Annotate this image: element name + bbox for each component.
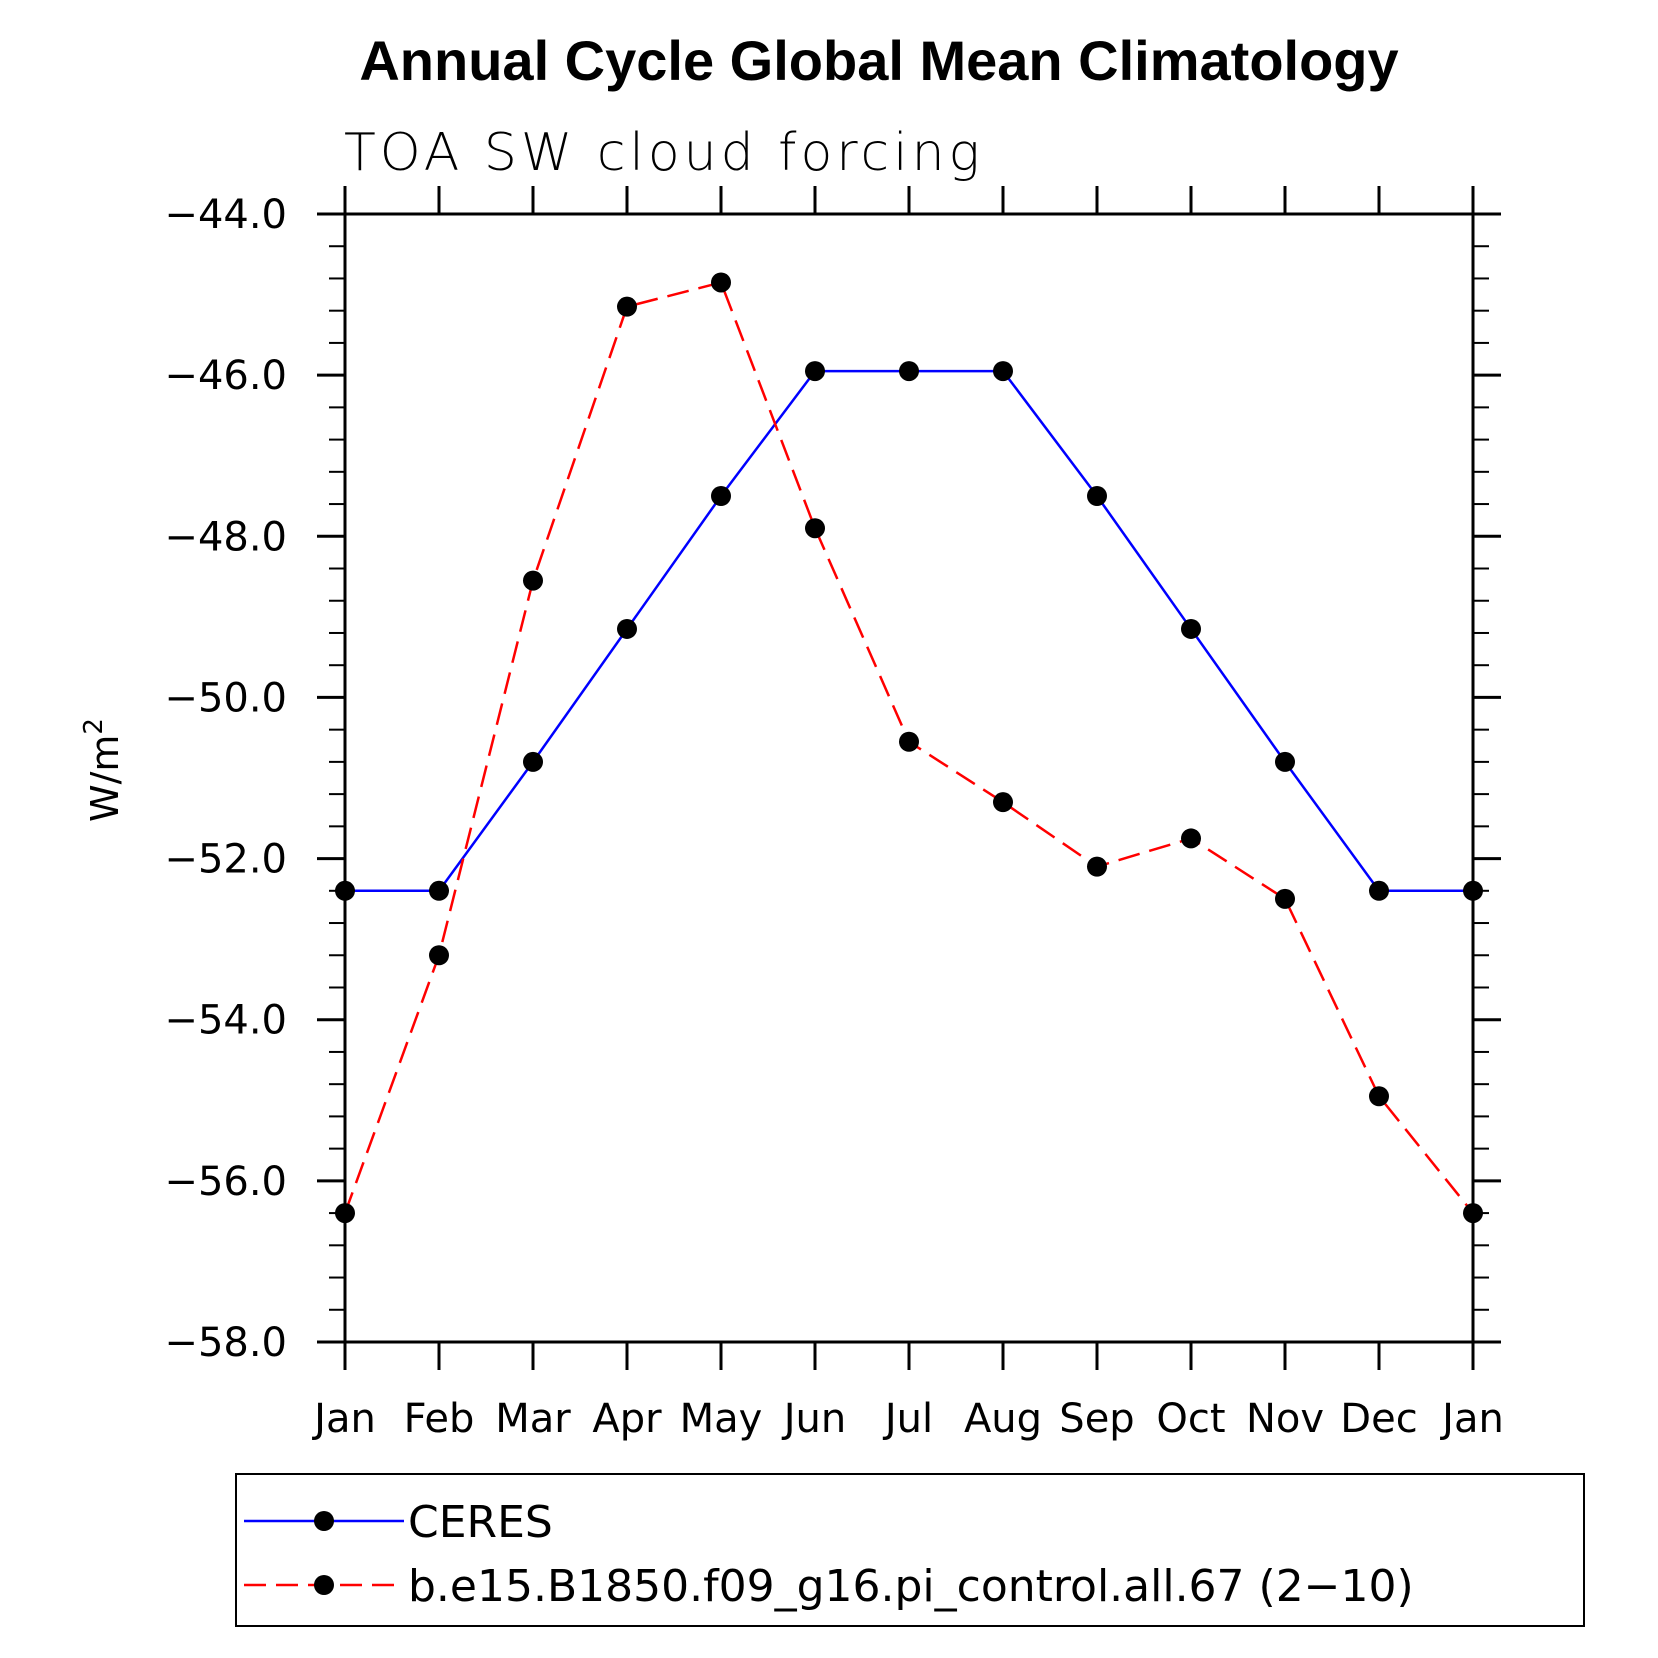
series-point (993, 361, 1013, 382)
legend-marker (314, 1511, 334, 1531)
x-axis-ticks: Jan Feb Mar Apr May Jun Jul Aug Sep Oct Nov Dec Jan (311, 186, 1504, 1442)
series-point (1463, 1203, 1483, 1224)
x-tick-label: Nov (1246, 1396, 1324, 1442)
chart-subtitle: TOA SW cloud forcing (344, 123, 984, 183)
series-point (523, 751, 543, 772)
series-point (1087, 856, 1107, 877)
x-tick-label: Sep (1059, 1396, 1134, 1442)
series-point (1275, 888, 1295, 909)
chart-title: Annual Cycle Global Mean Climatology (359, 29, 1398, 92)
x-tick-label: Jan (1439, 1396, 1504, 1442)
y-tick-label: −54.0 (164, 998, 287, 1044)
series-point (711, 486, 731, 506)
legend-label: b.e15.B1850.f09_g16.pi_control.all.67 (2… (408, 1561, 1414, 1612)
series-point (617, 296, 637, 317)
series-point (1463, 880, 1483, 901)
series-point (899, 731, 919, 752)
y-tick-label: −50.0 (164, 675, 287, 721)
x-tick-label: Feb (404, 1396, 475, 1442)
x-tick-label: Oct (1156, 1396, 1225, 1442)
y-tick-label: −58.0 (164, 1320, 287, 1366)
series-point (429, 945, 449, 966)
series-2 (335, 272, 1483, 1224)
series-point (1369, 1086, 1389, 1107)
series-point (993, 792, 1013, 813)
legend: CERES b.e15.B1850.f09_g16.pi_control.all.… (235, 1473, 1585, 1627)
y-tick-label: −44.0 (164, 192, 287, 238)
series-point (805, 361, 825, 382)
series-point (1087, 486, 1107, 506)
series-point (1275, 751, 1295, 772)
plot-frame (343, 212, 1475, 1344)
series-point (335, 880, 355, 901)
y-axis-label-superscript: 2 (79, 718, 109, 735)
series-point (617, 618, 637, 639)
series-layer (335, 272, 1483, 1224)
series-line (345, 369, 1473, 893)
x-tick-label: Jan (311, 1396, 376, 1442)
y-tick-label: −52.0 (164, 837, 287, 883)
x-tick-label: Jun (781, 1396, 847, 1442)
x-tick-label: Aug (964, 1396, 1042, 1442)
y-tick-label: −46.0 (164, 353, 287, 399)
series-point (899, 361, 919, 382)
y-tick-label: −48.0 (164, 514, 287, 560)
series-point (1369, 880, 1389, 901)
series-point (711, 272, 731, 293)
x-tick-label: Apr (592, 1396, 662, 1442)
legend-marker (314, 1575, 334, 1595)
series-point (1181, 828, 1201, 849)
x-tick-label: May (680, 1396, 763, 1442)
series-point (429, 880, 449, 901)
series-point (805, 518, 825, 539)
y-axis-label: W/m2 (79, 718, 127, 822)
legend-label: CERES (408, 1497, 553, 1548)
legend-items: CERES b.e15.B1850.f09_g16.pi_control.all.… (244, 1497, 1414, 1612)
y-axis-ticks: −44.0 −46.0 −48.0 −50.0 −52.0 −54.0 −56.0 −58.0 (164, 192, 1501, 1366)
series-1 (335, 361, 1483, 901)
x-tick-label: Jul (882, 1396, 933, 1442)
x-tick-label: Mar (495, 1396, 571, 1442)
series-point (523, 570, 543, 591)
legend-box (235, 1473, 1585, 1627)
y-axis-label-main: W/m (83, 735, 127, 822)
x-tick-label: Dec (1340, 1396, 1417, 1442)
series-point (1181, 618, 1201, 639)
series-point (335, 1203, 355, 1224)
y-tick-label: −56.0 (164, 1159, 287, 1205)
